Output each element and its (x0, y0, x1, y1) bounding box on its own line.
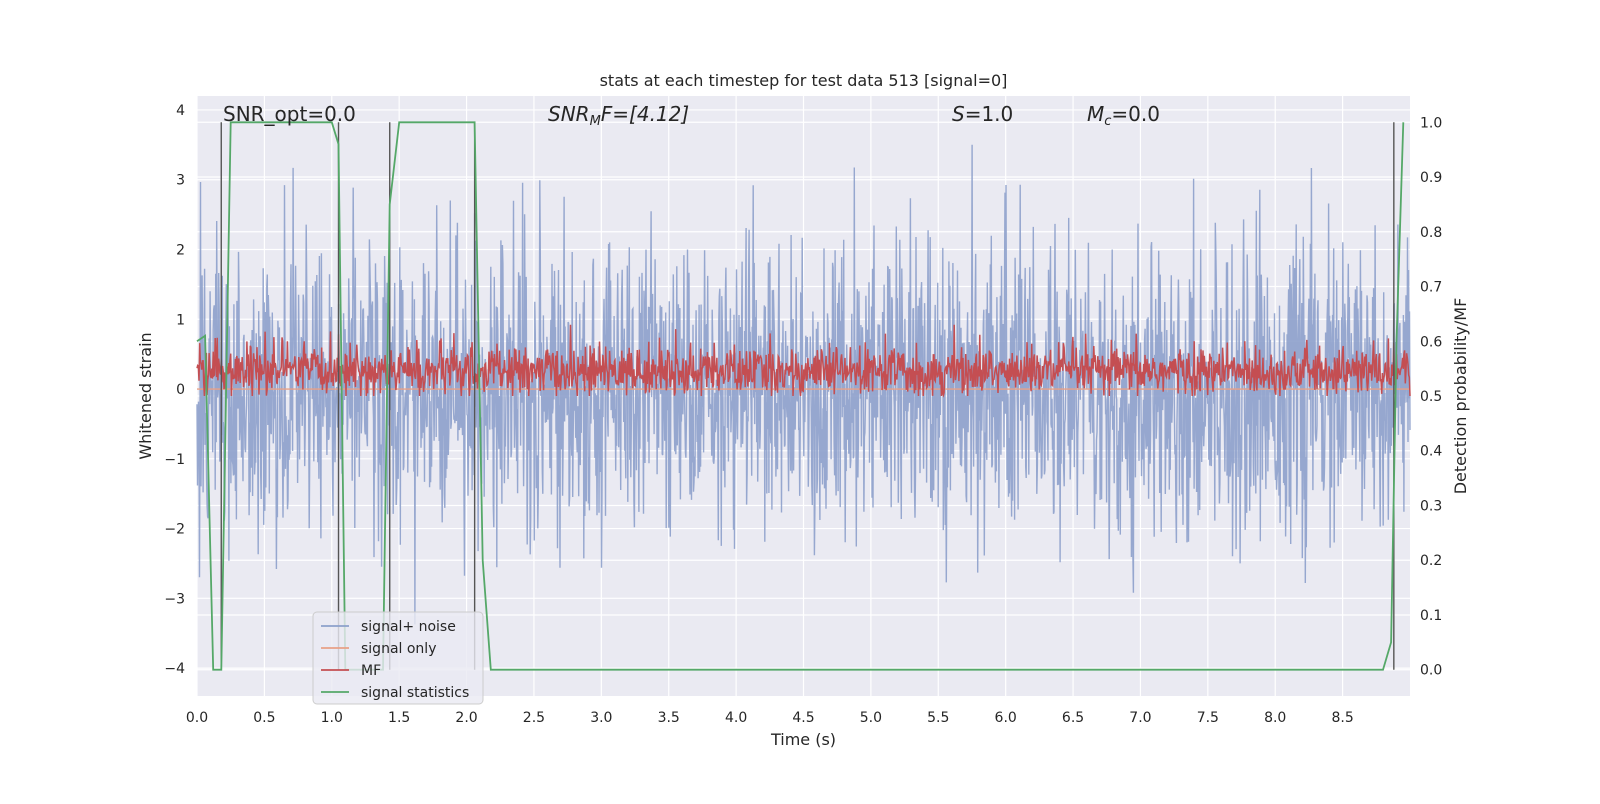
x-tick-label: 1.0 (321, 710, 343, 726)
x-tick-label: 3.0 (590, 710, 612, 726)
annotation-mc: Mc=0.0 (1087, 102, 1160, 129)
y-axis-right-label: Detection probability/MF (1451, 298, 1470, 495)
legend-label: signal+ noise (361, 619, 456, 635)
x-tick-label: 8.5 (1331, 710, 1353, 726)
annotation-mc-rest: =0.0 (1111, 102, 1160, 126)
legend-label: signal only (361, 641, 436, 657)
x-tick-label: 0.0 (186, 710, 208, 726)
signal-noise-line (196, 144, 1411, 625)
y-right-tick-label: 0.6 (1420, 334, 1442, 350)
y-right-tick-label: 1.0 (1420, 115, 1442, 131)
chart-title: stats at each timestep for test data 513… (600, 71, 1008, 90)
x-tick-label: 6.5 (1062, 710, 1084, 726)
y-tick-label: 2 (176, 242, 185, 258)
annotation-mc-sub: c (1104, 114, 1111, 129)
y-tick-label: 0 (176, 382, 185, 398)
legend-items: signal+ noise signal only MF signal statist… (321, 619, 469, 701)
mf-layer (196, 324, 1411, 398)
y-right-tick-label: 0.7 (1420, 280, 1442, 296)
x-tick-label: 3.5 (658, 710, 680, 726)
y-tick-label: −2 (164, 522, 185, 538)
x-tick-label: 4.5 (792, 710, 814, 726)
legend-label: MF (361, 663, 381, 679)
legend: signal+ noise signal only MF signal statist… (312, 611, 484, 705)
y-right-tick-label: 0.3 (1420, 498, 1442, 514)
annotation-snr-mf-sub: M (590, 114, 601, 129)
y-tick-label: 4 (176, 103, 185, 119)
y-tick-label: −1 (164, 452, 185, 468)
y-tick-label: 3 (176, 173, 185, 189)
y-tick-label: −4 (164, 661, 185, 677)
annotation-mc-italic: M (1087, 102, 1104, 126)
x-tick-label: 5.0 (860, 710, 882, 726)
annotation-s: S=1.0 (952, 102, 1013, 126)
y-axis-label: Whitened strain (136, 332, 155, 459)
y-right-tick-label: 0.9 (1420, 170, 1442, 186)
x-tick-label: 2.5 (523, 710, 545, 726)
legend-box (312, 611, 484, 705)
signal-statistics-layer (196, 121, 1405, 671)
annotation-snr-opt: SNR_opt=0.0 (223, 102, 356, 126)
y-right-tick-label: 0.5 (1420, 389, 1442, 405)
annotation-snr-mf: SNRMF=[4.12] (548, 102, 689, 129)
mf-line (196, 324, 1411, 398)
x-tick-label: 8.0 (1264, 710, 1286, 726)
annotation-snr-mf-italic: SNR (548, 102, 590, 126)
annotation-snr-mf-rest: F=[4.12] (601, 102, 689, 126)
x-tick-label: 1.5 (388, 710, 410, 726)
y-right-tick-label: 0.8 (1420, 225, 1442, 241)
ticks: 0.0 0.5 1.0 1.5 2.0 2.5 3.0 3.5 4.0 4.5 5.0 5.5 6.0 6… (164, 103, 1442, 726)
x-tick-label: 6.0 (995, 710, 1017, 726)
annotation-s-rest: =1.0 (965, 102, 1014, 126)
x-axis-label: Time (s) (770, 730, 836, 749)
y-right-tick-label: 0.4 (1420, 444, 1442, 460)
annotation-s-italic: S (952, 102, 965, 126)
y-tick-label: −3 (164, 591, 185, 607)
x-tick-label: 4.0 (725, 710, 747, 726)
y-tick-label: 1 (176, 312, 185, 328)
x-tick-label: 5.5 (927, 710, 949, 726)
x-tick-label: 2.0 (455, 710, 477, 726)
x-tick-label: 7.5 (1197, 710, 1219, 726)
x-tick-label: 7.0 (1129, 710, 1151, 726)
legend-label: signal statistics (361, 685, 469, 701)
signal-statistics-line (196, 121, 1405, 671)
x-tick-label: 0.5 (253, 710, 275, 726)
y-right-tick-label: 0.0 (1420, 663, 1442, 679)
y-right-tick-label: 0.1 (1420, 608, 1442, 624)
signal-noise-layer (196, 144, 1411, 625)
y-right-tick-label: 0.2 (1420, 553, 1442, 569)
